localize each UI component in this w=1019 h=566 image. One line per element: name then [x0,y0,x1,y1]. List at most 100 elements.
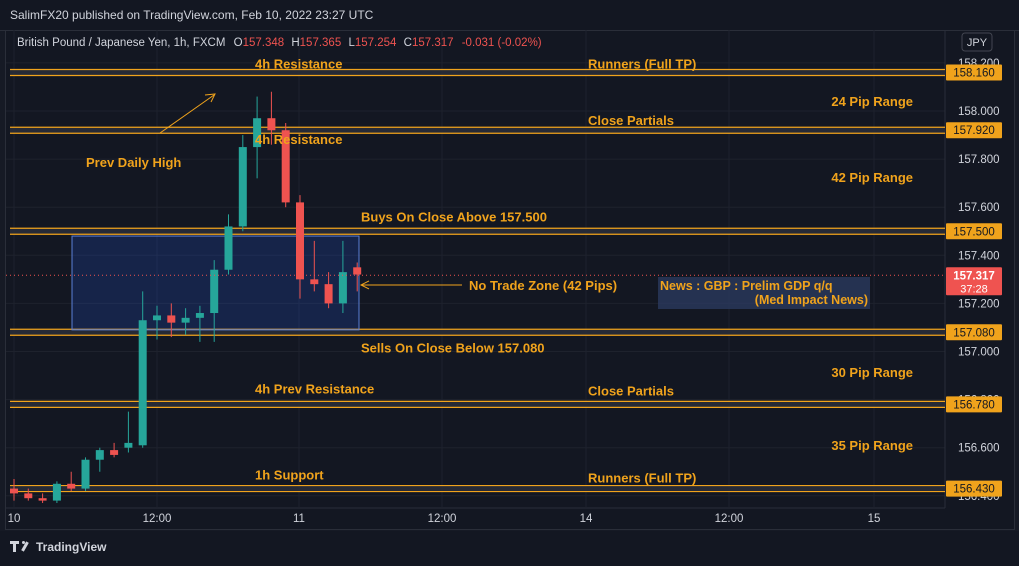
last-price-label: 157.317 [953,270,995,282]
price-tick: 157.800 [958,154,1000,166]
price-tick: 157.400 [958,250,1000,262]
price-tick: 157.600 [958,202,1000,214]
change-value: -0.031 (-0.02%) [462,37,542,49]
last-price-tag [946,267,1002,296]
candle-body [24,493,33,499]
prev-daily-high-label: Prev Daily High [86,155,181,170]
price-tick: 158.000 [958,106,1000,118]
candle-body [181,317,190,323]
level-note: Close Partials [588,113,674,128]
candle-body [95,450,104,460]
level-band [10,127,945,134]
price-labels-layer: 158.160 157.920 157.500 157.080 156.780 156.4… [946,64,1002,497]
tradingview-logo[interactable]: TradingView [10,540,106,554]
prev-high-arrow-line [159,94,215,134]
candle-body [338,272,347,304]
tradingview-logo-icon [10,541,32,553]
news-line-2: (Med Impact News) [755,293,868,307]
price-tag-label: 157.920 [953,125,995,137]
price-tag-label: 156.780 [953,399,995,411]
candle-body [353,267,362,275]
price-tag [946,64,1002,81]
level-band [10,485,945,492]
zone-arrow-head [359,280,370,290]
candle-body [153,315,161,321]
price-tag [946,480,1002,497]
open-value: 157.348 [243,37,285,49]
range-label: 42 Pip Range [831,170,913,185]
range-label: 35 Pip Range [831,438,913,453]
candle-body [67,483,76,489]
footer-brand: TradingView [36,540,107,554]
news-box [658,277,870,309]
level-label: Buys On Close Above 157.500 [361,209,547,224]
price-tag-label: 157.500 [953,226,995,238]
zone-label: No Trade Zone (42 Pips) [469,278,617,293]
grid-layer [6,30,946,509]
candle-body [195,313,204,318]
candle-body [238,147,247,227]
level-label: 4h Resistance [255,57,342,72]
level-lines-layer [10,68,945,493]
candle-body [281,130,290,203]
price-tag [946,396,1002,413]
candle-body [253,118,262,148]
candles-layer [10,91,362,504]
time-tick: 12:00 [143,513,172,525]
time-tick: 15 [868,513,881,525]
level-label: Sells On Close Below 157.080 [361,340,545,355]
level-label: 4h Resistance [255,132,342,147]
low-value: 157.254 [355,37,397,49]
price-tag-label: 156.430 [953,484,995,496]
countdown-label: 37:28 [960,283,988,295]
close-value: 157.317 [412,37,454,49]
time-tick: 11 [293,513,305,525]
candle-body [296,202,304,280]
level-label: 4h Prev Resistance [255,381,374,396]
price-tick: 157.000 [958,347,1000,359]
level-label: 1h Support [255,468,324,483]
candle-body [81,459,90,489]
price-tag [946,223,1002,240]
currency-button-label[interactable]: JPY [967,37,988,49]
low-label: L [348,37,355,49]
candle-body [224,226,233,270]
price-tag-label: 158.160 [953,68,995,80]
range-label: 24 Pip Range [831,94,913,109]
high-label: H [291,37,299,49]
symbol-legend: British Pound / Japanese Yen, 1h, FXCM O… [17,37,542,49]
candle-body [310,279,319,285]
candle-body [124,442,133,448]
price-tick: 156.600 [958,443,1000,455]
price-tag [946,122,1002,139]
high-value: 157.365 [300,37,342,49]
time-axis: 10 12:00 11 12:00 14 12:00 15 [8,513,881,525]
price-tag [946,324,1002,341]
candle-body [210,269,219,314]
candle-body [324,284,333,304]
candle-body [110,450,119,455]
candle-body [267,118,276,131]
price-tick: 157.200 [958,298,1000,310]
time-tick: 12:00 [428,513,457,525]
level-note: Close Partials [588,383,674,398]
level-band [10,401,945,408]
open-label: O [234,37,243,49]
footer-bar [0,531,1019,566]
level-band [10,69,945,76]
close-label: C [404,37,412,49]
publisher-text: SalimFX20 published on TradingView.com, … [10,8,374,22]
time-tick: 14 [580,513,593,525]
level-band [10,228,945,235]
range-label: 30 Pip Range [831,365,913,380]
candle-body [52,483,61,501]
level-note: Runners (Full TP) [588,57,696,72]
symbol-name: British Pound / Japanese Yen, 1h, FXCM [17,37,225,49]
candle-body [138,320,147,446]
currency-button[interactable] [961,32,993,52]
candle-body [38,498,47,501]
candle-body [167,315,176,323]
level-note: Runners (Full TP) [588,471,696,486]
prev-high-arrow-head [204,93,216,103]
